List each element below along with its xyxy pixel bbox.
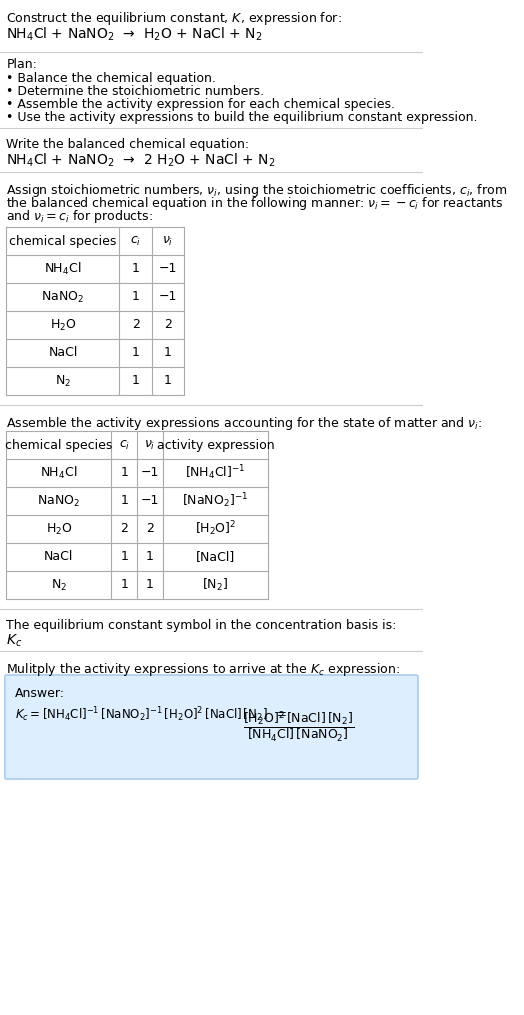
Text: 1: 1 (146, 550, 154, 563)
Text: 2: 2 (121, 523, 128, 536)
Text: $c_i$: $c_i$ (118, 438, 130, 452)
Text: Construct the equilibrium constant, $K$, expression for:: Construct the equilibrium constant, $K$,… (6, 10, 342, 27)
Text: −1: −1 (159, 290, 177, 303)
Text: [N$_2$]: [N$_2$] (202, 577, 228, 593)
Text: 2: 2 (146, 523, 154, 536)
Text: Plan:: Plan: (6, 58, 37, 71)
Text: Write the balanced chemical equation:: Write the balanced chemical equation: (6, 138, 249, 151)
Text: $\nu_i$: $\nu_i$ (162, 234, 173, 248)
Text: and $\nu_i = c_i$ for products:: and $\nu_i = c_i$ for products: (6, 208, 154, 225)
Text: chemical species: chemical species (9, 234, 117, 248)
Text: 1: 1 (121, 494, 128, 508)
Text: −1: −1 (141, 467, 159, 479)
Text: chemical species: chemical species (5, 438, 113, 452)
Text: [H$_2$O]$^2$: [H$_2$O]$^2$ (195, 520, 236, 538)
Text: 1: 1 (132, 290, 139, 303)
Text: H$_2$O: H$_2$O (46, 522, 72, 537)
Text: The equilibrium constant symbol in the concentration basis is:: The equilibrium constant symbol in the c… (6, 619, 397, 632)
Text: N$_2$: N$_2$ (51, 578, 67, 593)
Text: 2: 2 (132, 319, 139, 332)
Text: N$_2$: N$_2$ (55, 374, 71, 389)
Text: NH$_4$Cl + NaNO$_2$  →  2 H$_2$O + NaCl + N$_2$: NH$_4$Cl + NaNO$_2$ → 2 H$_2$O + NaCl + … (6, 152, 276, 170)
Text: $\dfrac{\mathrm{[H_2O]^2\,[NaCl]\,[N_2]}}{\mathrm{[NH_4Cl]\,[NaNO_2]}}$: $\dfrac{\mathrm{[H_2O]^2\,[NaCl]\,[N_2]}… (243, 709, 354, 744)
Text: Assign stoichiometric numbers, $\nu_i$, using the stoichiometric coefficients, $: Assign stoichiometric numbers, $\nu_i$, … (6, 182, 508, 199)
Text: 2: 2 (164, 319, 172, 332)
Text: [NH$_4$Cl]$^{-1}$: [NH$_4$Cl]$^{-1}$ (185, 464, 246, 482)
Text: NaCl: NaCl (48, 346, 78, 359)
Text: • Use the activity expressions to build the equilibrium constant expression.: • Use the activity expressions to build … (6, 111, 478, 124)
Text: NH$_4$Cl: NH$_4$Cl (40, 465, 78, 481)
Text: NaNO$_2$: NaNO$_2$ (37, 493, 80, 509)
Text: $\nu_i$: $\nu_i$ (145, 438, 156, 452)
Text: $c_i$: $c_i$ (130, 234, 141, 248)
Text: • Determine the stoichiometric numbers.: • Determine the stoichiometric numbers. (6, 85, 265, 98)
FancyBboxPatch shape (5, 675, 418, 779)
Text: the balanced chemical equation in the following manner: $\nu_i = -c_i$ for react: the balanced chemical equation in the fo… (6, 195, 504, 212)
Text: 1: 1 (146, 579, 154, 592)
Text: 1: 1 (132, 263, 139, 275)
Text: 1: 1 (121, 550, 128, 563)
Text: $K_c$: $K_c$ (6, 633, 23, 650)
Text: 1: 1 (132, 346, 139, 359)
Text: NaNO$_2$: NaNO$_2$ (41, 289, 84, 304)
Text: 1: 1 (121, 579, 128, 592)
Text: Assemble the activity expressions accounting for the state of matter and $\nu_i$: Assemble the activity expressions accoun… (6, 415, 483, 432)
Text: 1: 1 (164, 346, 172, 359)
Text: 1: 1 (164, 375, 172, 388)
Text: [NaNO$_2$]$^{-1}$: [NaNO$_2$]$^{-1}$ (182, 491, 248, 511)
Text: H$_2$O: H$_2$O (50, 318, 76, 333)
Text: Answer:: Answer: (15, 687, 64, 700)
Text: activity expression: activity expression (157, 438, 274, 452)
Text: [NaCl]: [NaCl] (196, 550, 235, 563)
Text: −1: −1 (159, 263, 177, 275)
Text: • Balance the chemical equation.: • Balance the chemical equation. (6, 72, 216, 85)
Text: • Assemble the activity expression for each chemical species.: • Assemble the activity expression for e… (6, 98, 396, 111)
Text: 1: 1 (121, 467, 128, 479)
Text: Mulitply the activity expressions to arrive at the $K_c$ expression:: Mulitply the activity expressions to arr… (6, 661, 401, 678)
Text: 1: 1 (132, 375, 139, 388)
Text: NH$_4$Cl: NH$_4$Cl (44, 261, 82, 277)
Text: −1: −1 (141, 494, 159, 508)
Text: NH$_4$Cl + NaNO$_2$  →  H$_2$O + NaCl + N$_2$: NH$_4$Cl + NaNO$_2$ → H$_2$O + NaCl + N$… (6, 26, 263, 44)
Text: NaCl: NaCl (44, 550, 73, 563)
Text: $K_c = \mathrm{[NH_4Cl]^{-1}\,[NaNO_2]^{-1}\,[H_2O]^2\,[NaCl]\,[N_2]}$  $=$: $K_c = \mathrm{[NH_4Cl]^{-1}\,[NaNO_2]^{… (15, 705, 287, 725)
